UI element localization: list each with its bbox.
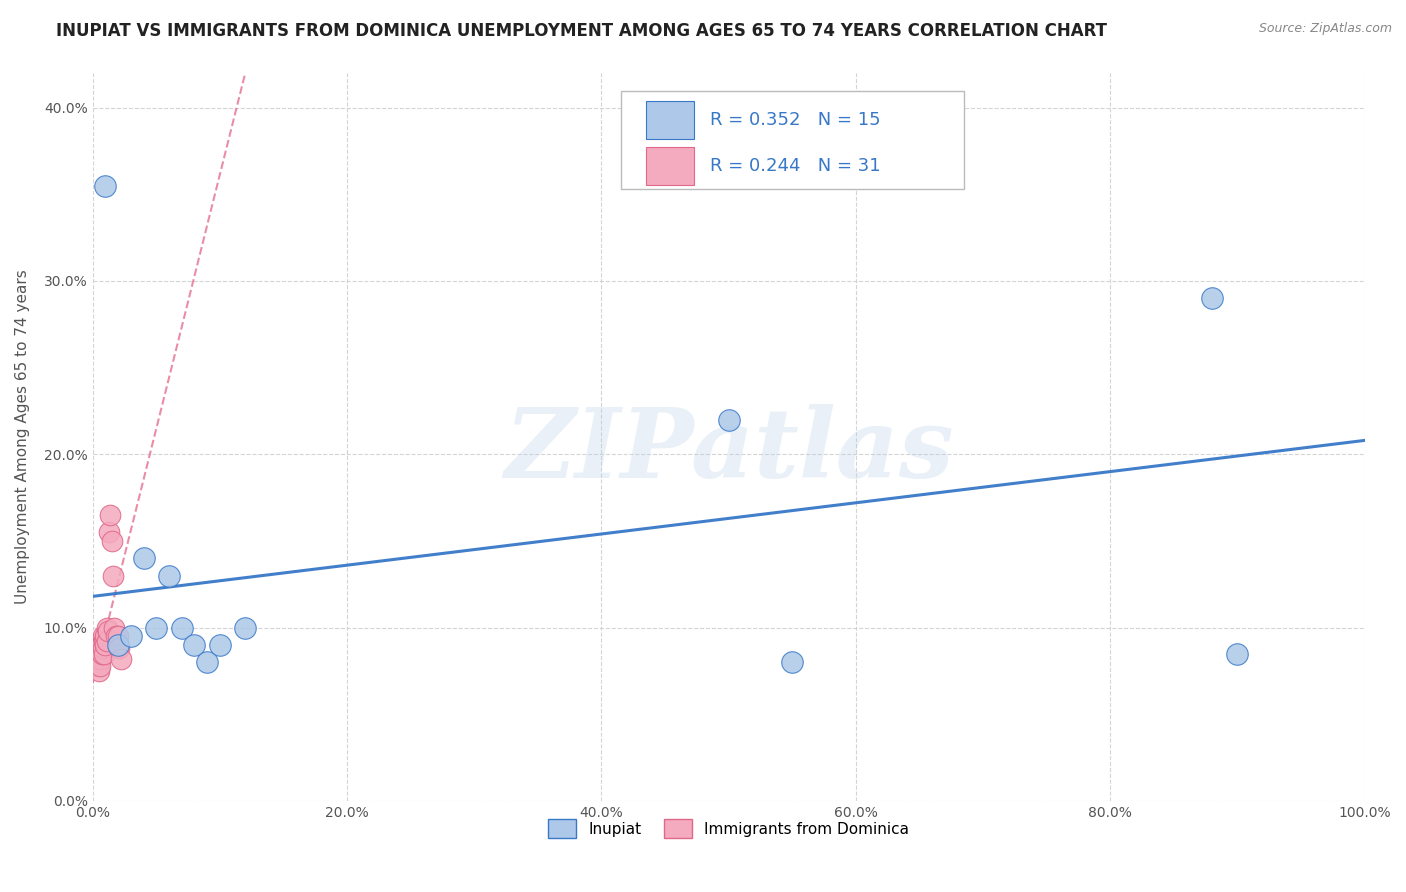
- Point: [89, 652, 111, 666]
- Point: [132, 551, 155, 566]
- Y-axis label: Unemployment Among Ages 65 to 74 years: Unemployment Among Ages 65 to 74 years: [15, 269, 30, 604]
- Point: [87, 664, 110, 678]
- Point: [157, 568, 180, 582]
- Point: [86, 652, 108, 666]
- Point: [94, 178, 117, 193]
- Text: R = 0.352   N = 15: R = 0.352 N = 15: [710, 112, 880, 129]
- FancyBboxPatch shape: [620, 91, 965, 189]
- Point: [1201, 291, 1223, 305]
- Point: [96, 621, 118, 635]
- Point: [1226, 647, 1249, 661]
- Point: [93, 634, 115, 648]
- Point: [97, 624, 120, 638]
- Point: [120, 629, 142, 643]
- Point: [233, 621, 256, 635]
- Point: [107, 638, 129, 652]
- Point: [84, 647, 107, 661]
- Point: [107, 629, 129, 643]
- Point: [195, 655, 218, 669]
- Point: [91, 629, 114, 643]
- Point: [96, 634, 118, 648]
- Point: [94, 638, 117, 652]
- Point: [90, 647, 112, 661]
- Point: [183, 638, 205, 652]
- Point: [208, 638, 231, 652]
- Point: [86, 641, 108, 656]
- Point: [87, 647, 110, 661]
- Point: [86, 658, 108, 673]
- Point: [90, 638, 112, 652]
- Point: [780, 655, 803, 669]
- Point: [100, 508, 122, 522]
- Point: [100, 533, 122, 548]
- Legend: Inupiat, Immigrants from Dominica: Inupiat, Immigrants from Dominica: [543, 814, 915, 844]
- Point: [91, 641, 114, 656]
- Point: [170, 621, 193, 635]
- Text: R = 0.244   N = 31: R = 0.244 N = 31: [710, 157, 880, 175]
- Bar: [645, 147, 695, 185]
- Point: [101, 568, 124, 582]
- Point: [87, 655, 110, 669]
- Point: [86, 638, 108, 652]
- Point: [93, 647, 115, 661]
- Point: [83, 647, 105, 661]
- Point: [89, 658, 111, 673]
- Point: [717, 412, 740, 426]
- Point: [103, 621, 125, 635]
- Point: [145, 621, 167, 635]
- Text: INUPIAT VS IMMIGRANTS FROM DOMINICA UNEMPLOYMENT AMONG AGES 65 TO 74 YEARS CORRE: INUPIAT VS IMMIGRANTS FROM DOMINICA UNEM…: [56, 22, 1108, 40]
- Point: [110, 652, 132, 666]
- Point: [94, 629, 117, 643]
- Point: [108, 641, 131, 656]
- Point: [98, 525, 121, 540]
- Text: ZIPatlas: ZIPatlas: [503, 404, 953, 499]
- Text: Source: ZipAtlas.com: Source: ZipAtlas.com: [1258, 22, 1392, 36]
- Bar: [645, 102, 695, 139]
- Point: [104, 629, 127, 643]
